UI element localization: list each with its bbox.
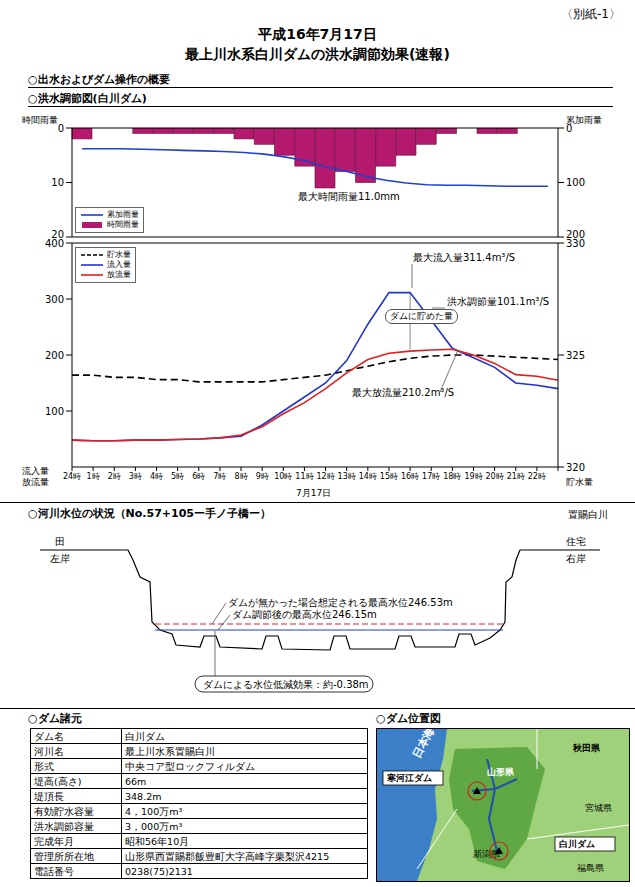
svg-text:400: 400 — [45, 238, 64, 249]
svg-text:福島県: 福島県 — [577, 863, 604, 873]
html-text:平成16年7月17日: 平成16年7月17日 — [258, 26, 377, 42]
svg-text:ダムによる水位低減効果：約-0.38m: ダムによる水位低減効果：約-0.38m — [203, 679, 369, 690]
svg-text:0: 0 — [566, 122, 573, 134]
html-text:形式: 形式 — [34, 760, 54, 772]
svg-text:7時: 7時 — [213, 472, 226, 481]
html-text:最上川水系白川ダムの洪水調節効果(速報): 最上川水系白川ダムの洪水調節効果(速報) — [185, 46, 450, 62]
svg-text:20時: 20時 — [486, 472, 504, 481]
svg-text:325: 325 — [566, 350, 585, 361]
html-text:時間雨量: 時間雨量 — [107, 220, 139, 229]
html-text:累加雨量: 累加雨量 — [107, 210, 139, 219]
html-text:ダムに貯めた量: ダムに貯めた量 — [390, 311, 453, 321]
html-text:〈別紙-1〉: 〈別紙-1〉 — [561, 7, 621, 21]
svg-text:左岸: 左岸 — [50, 553, 70, 564]
svg-text:22時: 22時 — [528, 472, 546, 481]
svg-text:14時: 14時 — [359, 472, 377, 481]
html-text:時間雨量: 時間雨量 — [22, 115, 58, 125]
html-text:管理所所在地: 管理所所在地 — [34, 850, 94, 862]
svg-text:1時: 1時 — [87, 472, 100, 481]
svg-text:住宅: 住宅 — [566, 536, 586, 547]
svg-text:0: 0 — [58, 123, 64, 134]
svg-text:山形県: 山形県 — [487, 767, 515, 777]
html-text:貯水量: 貯水量 — [107, 250, 131, 259]
svg-text:6時: 6時 — [192, 472, 205, 481]
svg-text:19時: 19時 — [464, 472, 482, 481]
html-text:洪水調節量101.1m³/S: 洪水調節量101.1m³/S — [447, 296, 550, 307]
html-text:堤高(高さ): 堤高(高さ) — [34, 775, 82, 787]
svg-text:100: 100 — [45, 406, 64, 417]
svg-text:4時: 4時 — [150, 472, 163, 481]
svg-text:300: 300 — [45, 294, 64, 305]
html-text:有効貯水容量: 有効貯水容量 — [34, 805, 94, 817]
svg-text:ダム調節後の最高水位246.15m: ダム調節後の最高水位246.15m — [232, 609, 377, 620]
html-text:66m: 66m — [125, 775, 147, 787]
html-text:洪水調節容量: 洪水調節容量 — [34, 820, 94, 832]
svg-text:新潟県: 新潟県 — [473, 849, 500, 859]
html-text:河川名: 河川名 — [34, 745, 64, 757]
html-text:最大時間雨量11.0mm: 最大時間雨量11.0mm — [298, 191, 400, 202]
html-text:○出水およびダム操作の概要: ○出水およびダム操作の概要 — [28, 73, 170, 86]
html-text:最大放流量210.2m³/S: 最大放流量210.2m³/S — [352, 387, 455, 398]
svg-text:11時: 11時 — [295, 472, 313, 481]
html-text:電話番号: 電話番号 — [34, 865, 74, 877]
svg-text:330: 330 — [566, 238, 585, 249]
html-text:山形県西置賜郡飯豊町大字高峰字栗梨沢4215: 山形県西置賜郡飯豊町大字高峰字栗梨沢4215 — [125, 850, 330, 862]
svg-text:10時: 10時 — [274, 472, 292, 481]
html-text:348.2m: 348.2m — [125, 790, 162, 802]
svg-text:200: 200 — [45, 350, 64, 361]
html-text:置賜白川: 置賜白川 — [568, 509, 608, 520]
svg-text:21時: 21時 — [507, 472, 525, 481]
html-text:○洪水調節図(白川ダム): ○洪水調節図(白川ダム) — [28, 92, 147, 105]
svg-text:24時: 24時 — [63, 472, 81, 481]
html-text:流入量: 流入量 — [22, 466, 49, 476]
svg-text:9時: 9時 — [256, 472, 269, 481]
svg-text:寒河江ダム: 寒河江ダム — [386, 773, 432, 783]
html-text:昭和56年10月: 昭和56年10月 — [125, 835, 190, 847]
svg-text:8時: 8時 — [234, 472, 247, 481]
svg-text:320: 320 — [566, 462, 585, 473]
html-text:○河川水位の状況（No.57+105ー手ノ子橋ー）: ○河川水位の状況（No.57+105ー手ノ子橋ー） — [28, 507, 271, 520]
svg-text:ダムが無かった場合想定される最高水位246.53m: ダムが無かった場合想定される最高水位246.53m — [228, 597, 453, 608]
svg-text:10: 10 — [51, 177, 64, 188]
html-text:堤頂長: 堤頂長 — [34, 790, 64, 802]
html-text:最大流入量311.4m³/S: 最大流入量311.4m³/S — [413, 252, 516, 263]
html-text:累加雨量: 累加雨量 — [566, 115, 602, 125]
html-text:放流量: 放流量 — [22, 477, 49, 487]
html-text:3，000万m³: 3，000万m³ — [125, 820, 183, 832]
svg-text:15時: 15時 — [380, 472, 398, 481]
svg-text:3時: 3時 — [129, 472, 142, 481]
html-text:○ダム位置図: ○ダム位置図 — [376, 712, 441, 725]
html-text:最上川水系置賜白川: 最上川水系置賜白川 — [125, 745, 215, 757]
html-text:ダム名: ダム名 — [34, 730, 64, 742]
svg-text:16時: 16時 — [401, 472, 419, 481]
html-text:流入量: 流入量 — [107, 260, 131, 269]
svg-text:18時: 18時 — [443, 472, 461, 481]
html-text:4，100万m³: 4，100万m³ — [125, 805, 183, 817]
svg-text:5時: 5時 — [171, 472, 184, 481]
svg-text:右岸: 右岸 — [566, 553, 586, 564]
html-text:0238(75)2131: 0238(75)2131 — [125, 865, 193, 877]
html-text:放流量: 放流量 — [107, 270, 131, 279]
svg-text:12時: 12時 — [316, 472, 334, 481]
svg-text:日本海: 日本海 — [410, 728, 437, 760]
html-text:中央コア型ロックフィルダム: 中央コア型ロックフィルダム — [125, 760, 255, 772]
html-text:白川ダム: 白川ダム — [125, 730, 165, 742]
html-text:○ダム諸元: ○ダム諸元 — [28, 712, 82, 725]
html-text:貯水量: 貯水量 — [566, 477, 593, 487]
svg-text:秋田県: 秋田県 — [572, 743, 601, 753]
svg-text:2時: 2時 — [108, 472, 121, 481]
svg-text:白川ダム: 白川ダム — [559, 839, 595, 849]
html-text:完成年月: 完成年月 — [34, 835, 74, 847]
svg-text:100: 100 — [566, 177, 585, 188]
svg-text:13時: 13時 — [338, 472, 356, 481]
svg-text:宮城県: 宮城県 — [585, 803, 612, 813]
svg-text:田: 田 — [55, 536, 65, 547]
svg-text:17時: 17時 — [422, 472, 440, 481]
html-text:7月17日: 7月17日 — [296, 488, 332, 498]
